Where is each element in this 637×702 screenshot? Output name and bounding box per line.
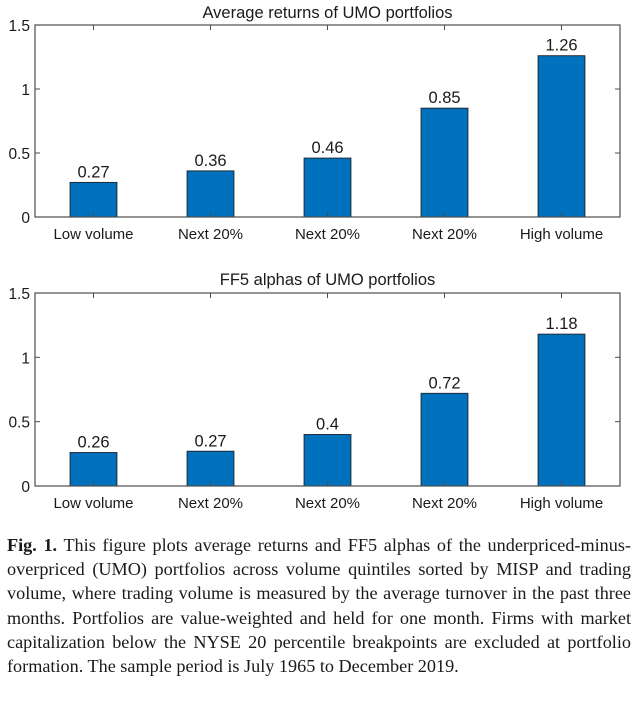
x-tick-label: Next 20% — [295, 226, 360, 243]
y-tick-label: 0 — [21, 479, 30, 496]
figure-charts: 0.27 0.36 0.46 0.85 1.26 Low volume Next 20% Ne… — [8, 4, 621, 512]
x-tick-label: High volume — [520, 495, 603, 512]
data-label: 0.72 — [428, 374, 460, 392]
bar — [420, 392, 469, 487]
data-label: 1.26 — [545, 37, 577, 55]
data-label: 0.46 — [311, 139, 343, 157]
bar — [186, 450, 235, 487]
caption-text: This figure plots average returns and FF… — [7, 535, 631, 677]
bar — [420, 107, 469, 218]
y-tick-label: 1 — [21, 350, 30, 367]
data-label: 1.18 — [545, 315, 577, 333]
x-tick-label: Next 20% — [412, 495, 477, 512]
x-tick-label: Low volume — [53, 495, 133, 512]
bar — [303, 434, 352, 487]
data-label: 0.26 — [77, 434, 109, 452]
y-tick-label: 1 — [21, 82, 30, 99]
chart-1: 0.27 0.36 0.46 0.85 1.26 Low volume Next 20% Ne… — [8, 4, 621, 243]
data-label: 0.27 — [194, 432, 226, 450]
x-tick-label: Next 20% — [295, 495, 360, 512]
data-label: 0.85 — [428, 89, 460, 107]
bar — [537, 55, 586, 218]
x-tick-label: Next 20% — [412, 226, 477, 243]
x-tick-label: Next 20% — [178, 226, 243, 243]
bar — [69, 452, 118, 487]
y-tick-label: 1.5 — [8, 286, 30, 303]
figure-caption: Fig. 1. This figure plots average return… — [7, 533, 631, 678]
data-label: 0.36 — [194, 152, 226, 170]
y-tick-label: 0.5 — [8, 415, 30, 432]
x-tick-label: Low volume — [53, 226, 133, 243]
y-tick-label: 0.5 — [8, 146, 30, 163]
x-tick-label: High volume — [520, 226, 603, 243]
bar — [537, 333, 586, 487]
data-label: 0.27 — [77, 163, 109, 181]
chart-2: 0.26 0.27 0.4 0.72 1.18 Low volume Next 20% Nex… — [8, 271, 621, 512]
chart-title: FF5 alphas of UMO portfolios — [220, 271, 436, 289]
bar — [303, 157, 352, 218]
chart-title: Average returns of UMO portfolios — [202, 4, 452, 22]
bar — [186, 170, 235, 218]
y-tick-label: 1.5 — [8, 18, 30, 35]
y-tick-label: 0 — [21, 210, 30, 227]
x-tick-label: Next 20% — [178, 495, 243, 512]
caption-label: Fig. 1. — [7, 535, 58, 555]
bar — [69, 181, 118, 218]
data-label: 0.4 — [316, 416, 339, 434]
